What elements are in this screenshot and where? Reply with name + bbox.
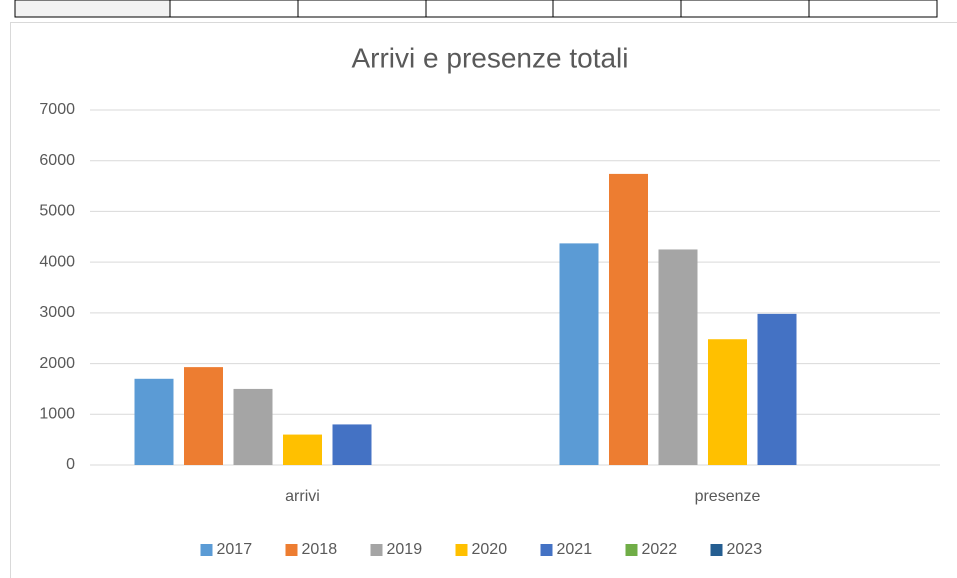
chart-area xyxy=(10,22,957,578)
legend-label: 2018 xyxy=(302,541,338,558)
y-tick-label: 4000 xyxy=(39,253,75,270)
bar xyxy=(757,313,797,465)
bar xyxy=(559,243,599,465)
bar xyxy=(609,173,648,465)
y-tick-label: 3000 xyxy=(39,304,75,321)
legend-label: 2022 xyxy=(642,541,678,558)
y-tick-label: 1000 xyxy=(39,406,75,423)
bar xyxy=(658,249,698,465)
legend-swatch xyxy=(710,544,723,556)
x-tick-label: arrivi xyxy=(285,488,320,505)
table-row xyxy=(14,0,938,18)
x-tick-label: presenze xyxy=(695,488,761,505)
y-tick-label: 6000 xyxy=(39,152,75,169)
bar xyxy=(332,424,372,465)
legend-label: 2020 xyxy=(472,541,508,558)
legend-swatch xyxy=(370,544,383,556)
table-cell xyxy=(169,0,299,18)
bar xyxy=(184,367,223,465)
legend-label: 2021 xyxy=(557,541,593,558)
table-cell xyxy=(297,0,427,18)
y-tick-label: 7000 xyxy=(39,101,75,118)
legend-label: 2017 xyxy=(217,541,253,558)
table-cell xyxy=(14,0,171,18)
bar xyxy=(708,339,747,465)
table-cell xyxy=(680,0,810,18)
legend-swatch xyxy=(455,544,468,556)
bar xyxy=(134,378,174,465)
legend-label: 2023 xyxy=(727,541,763,558)
legend-swatch xyxy=(285,544,298,556)
table-cell xyxy=(808,0,938,18)
y-tick-label: 2000 xyxy=(39,355,75,372)
y-tick-label: 0 xyxy=(66,456,75,473)
bar xyxy=(233,388,273,465)
table-cell xyxy=(425,0,554,18)
legend-label: 2019 xyxy=(387,541,423,558)
y-tick-label: 5000 xyxy=(39,203,75,220)
legend-swatch xyxy=(625,544,638,556)
chart-title: Arrivi e presenze totali xyxy=(351,42,628,73)
legend-swatch xyxy=(200,544,213,556)
legend-swatch xyxy=(540,544,553,556)
table-cell xyxy=(552,0,682,18)
bar xyxy=(283,434,322,465)
